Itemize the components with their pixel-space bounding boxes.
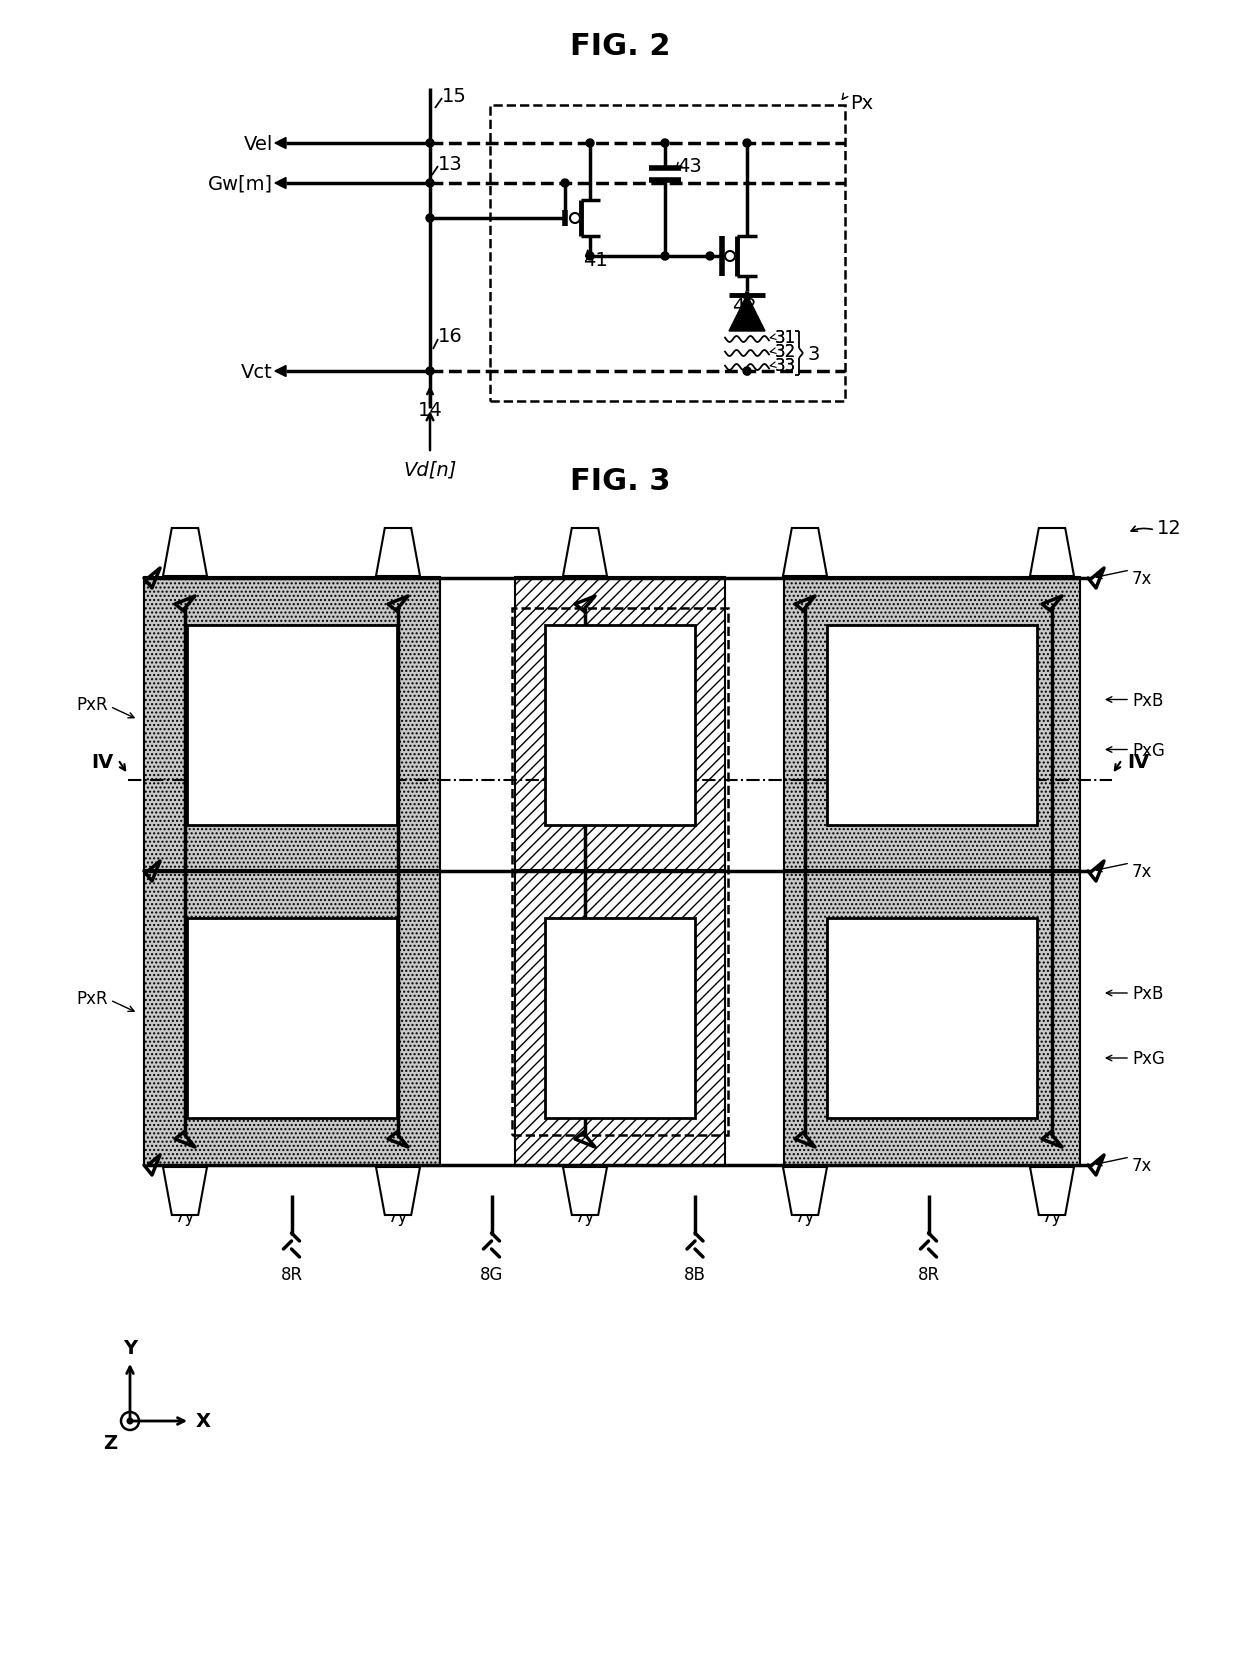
Text: 8B: 8B (684, 1265, 706, 1283)
Polygon shape (782, 1168, 827, 1215)
Text: PxB: PxB (1132, 984, 1163, 1002)
Text: 12: 12 (1157, 519, 1182, 539)
Text: 7y: 7y (175, 1208, 195, 1225)
Text: 31: 31 (775, 330, 796, 346)
Text: 3G: 3G (604, 699, 636, 719)
Polygon shape (275, 179, 286, 189)
Text: 8G: 8G (480, 1265, 503, 1283)
Text: 14: 14 (418, 400, 443, 420)
Text: Z: Z (103, 1434, 117, 1452)
Text: 31: 31 (775, 330, 796, 346)
Circle shape (725, 253, 735, 263)
Bar (784, 870, 1080, 1166)
Circle shape (427, 368, 434, 376)
Polygon shape (275, 366, 286, 378)
Bar (515, 870, 725, 1166)
Circle shape (587, 141, 594, 147)
Bar (144, 577, 440, 873)
Text: FIG. 2: FIG. 2 (569, 32, 671, 60)
Bar (546, 918, 694, 1118)
Circle shape (661, 253, 670, 261)
Text: 33: 33 (775, 356, 796, 375)
Circle shape (427, 181, 434, 187)
Text: 3G: 3G (604, 994, 636, 1014)
Polygon shape (729, 296, 765, 331)
Circle shape (706, 253, 714, 261)
Text: 32: 32 (775, 343, 796, 361)
Polygon shape (275, 139, 286, 149)
Bar (144, 870, 440, 1166)
Text: 32: 32 (775, 343, 796, 361)
Bar (827, 918, 1037, 1118)
Text: Vel: Vel (243, 134, 273, 154)
Text: 41: 41 (583, 251, 608, 271)
Circle shape (743, 368, 751, 376)
Text: PxG: PxG (1132, 1049, 1164, 1067)
Polygon shape (782, 529, 827, 577)
Text: 7x: 7x (1132, 570, 1152, 587)
Bar (187, 918, 397, 1118)
Text: PxR: PxR (77, 696, 108, 714)
Text: 3R: 3R (278, 699, 306, 719)
Text: 33: 33 (775, 356, 796, 375)
Polygon shape (162, 1168, 207, 1215)
Text: PxR: PxR (77, 989, 108, 1007)
Text: 7x: 7x (1132, 1156, 1152, 1174)
Bar (546, 626, 694, 825)
Polygon shape (376, 529, 420, 577)
Circle shape (570, 214, 580, 224)
Text: PxG: PxG (1132, 741, 1164, 760)
Polygon shape (563, 529, 608, 577)
Circle shape (427, 214, 434, 223)
Text: PxB: PxB (1132, 691, 1163, 709)
Text: 7y: 7y (388, 1208, 408, 1225)
Text: 42: 42 (732, 298, 756, 316)
Text: 3B: 3B (918, 699, 946, 719)
Text: 16: 16 (438, 328, 463, 346)
Polygon shape (162, 529, 207, 577)
Bar (187, 626, 397, 825)
Bar (515, 577, 725, 873)
Circle shape (743, 141, 751, 147)
Text: Gw[m]: Gw[m] (208, 174, 273, 194)
Bar (827, 626, 1037, 825)
Text: 3: 3 (807, 345, 820, 363)
Text: 8R: 8R (918, 1265, 940, 1283)
Text: 3R: 3R (278, 994, 306, 1014)
Text: IV: IV (1127, 753, 1149, 771)
Text: FIG. 3: FIG. 3 (569, 467, 671, 497)
Text: 8R: 8R (280, 1265, 303, 1283)
Circle shape (128, 1419, 133, 1424)
Circle shape (570, 214, 580, 224)
Bar (512, 609, 728, 1136)
Polygon shape (1030, 529, 1074, 577)
Text: 3B: 3B (918, 994, 946, 1014)
Circle shape (587, 253, 594, 261)
Text: 7y: 7y (575, 1208, 595, 1225)
Text: Y: Y (123, 1338, 138, 1358)
Polygon shape (563, 1168, 608, 1215)
Circle shape (427, 141, 434, 147)
Bar (490, 105, 844, 402)
Text: 7y: 7y (1042, 1208, 1063, 1225)
Circle shape (560, 181, 569, 187)
Text: Vct: Vct (242, 363, 273, 381)
Text: 43: 43 (677, 156, 702, 176)
Text: IV: IV (91, 753, 113, 771)
Text: 7y: 7y (795, 1208, 815, 1225)
Text: 15: 15 (441, 87, 467, 105)
Text: Px: Px (849, 94, 873, 112)
Bar (784, 577, 1080, 873)
Text: Vd[n]: Vd[n] (403, 460, 456, 480)
Text: 7x: 7x (1132, 863, 1152, 880)
Circle shape (661, 141, 670, 147)
Text: X: X (196, 1412, 211, 1430)
Polygon shape (1030, 1168, 1074, 1215)
Text: 13: 13 (438, 154, 463, 174)
Polygon shape (376, 1168, 420, 1215)
